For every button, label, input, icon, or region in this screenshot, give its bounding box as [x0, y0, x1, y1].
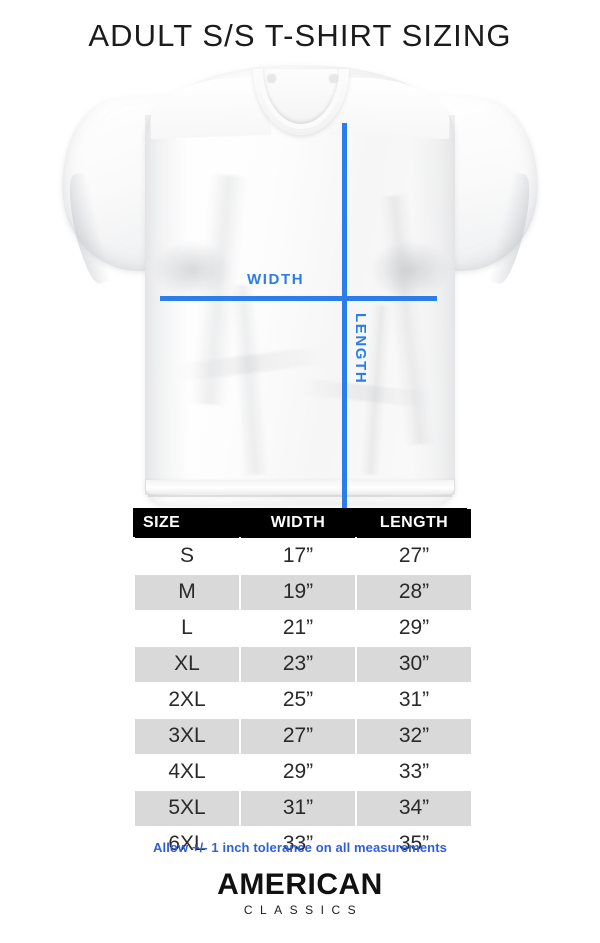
size-chart-table: SIZE WIDTH LENGTH S 17” 27” M 19” 28” L … [133, 508, 473, 863]
collar-tab-right [330, 75, 337, 82]
table-row: 3XL 27” 32” [135, 719, 471, 754]
page-title: ADULT S/S T-SHIRT SIZING [88, 18, 512, 53]
tolerance-note: Allow +/- 1 inch tolerance on all measur… [153, 840, 447, 855]
cell-length: 30” [357, 647, 471, 682]
cell-length: 27” [357, 539, 471, 574]
cell-size: XL [135, 647, 239, 682]
cell-width: 23” [241, 647, 355, 682]
cell-width: 31” [241, 791, 355, 826]
cell-width: 29” [241, 755, 355, 790]
cell-length: 34” [357, 791, 471, 826]
column-header-length: LENGTH [357, 509, 471, 538]
table-header-row: SIZE WIDTH LENGTH [135, 509, 471, 538]
tshirt-bottom-hem [146, 480, 454, 494]
cell-width: 33” [241, 827, 355, 862]
right-armpit-shadow [370, 240, 450, 300]
column-header-size: SIZE [135, 509, 239, 538]
table-row: L 21” 29” [135, 611, 471, 646]
brand-name-primary: AMERICAN [217, 868, 383, 901]
cell-length: 31” [357, 683, 471, 718]
table-row: M 19” 28” [135, 575, 471, 610]
left-shoulder [149, 76, 271, 140]
cell-size: 4XL [135, 755, 239, 790]
cell-length: 35” [357, 827, 471, 862]
length-measurement-line [342, 123, 347, 510]
cell-size: S [135, 539, 239, 574]
table-row: 6XL 33” 35” [135, 827, 471, 862]
cell-size: L [135, 611, 239, 646]
length-label: LENGTH [352, 313, 369, 385]
cell-width: 19” [241, 575, 355, 610]
tshirt-diagram: WIDTH LENGTH [0, 55, 600, 510]
width-measurement-line [160, 296, 437, 301]
table-row: S 17” 27” [135, 539, 471, 574]
brand-name-secondary: CLASSICS [243, 902, 364, 917]
column-header-width: WIDTH [241, 509, 355, 538]
table-row: 4XL 29” 33” [135, 755, 471, 790]
table-row: 2XL 25” 31” [135, 683, 471, 718]
brand-logo: AMERICAN CLASSICS [0, 869, 600, 917]
cell-length: 29” [357, 611, 471, 646]
cell-size: 3XL [135, 719, 239, 754]
cell-length: 33” [357, 755, 471, 790]
width-label: WIDTH [247, 271, 305, 288]
hem-stitch-line [148, 495, 452, 497]
cell-size: M [135, 575, 239, 610]
cell-width: 27” [241, 719, 355, 754]
cell-size: 5XL [135, 791, 239, 826]
cell-size: 2XL [135, 683, 239, 718]
left-armpit-shadow [152, 240, 232, 300]
table-row: 5XL 31” 34” [135, 791, 471, 826]
cell-width: 21” [241, 611, 355, 646]
cell-length: 28” [357, 575, 471, 610]
cell-length: 32” [357, 719, 471, 754]
body-right-shading [411, 115, 455, 495]
cell-size: 6XL [135, 827, 239, 862]
collar-tab-left [268, 75, 275, 82]
table-head: SIZE WIDTH LENGTH [135, 509, 471, 538]
cell-width: 25” [241, 683, 355, 718]
tshirt-body [145, 65, 455, 505]
table-row: XL 23” 30” [135, 647, 471, 682]
cell-width: 17” [241, 539, 355, 574]
body-left-shading [145, 115, 189, 495]
table-body: S 17” 27” M 19” 28” L 21” 29” XL 23” 30”… [135, 539, 471, 862]
